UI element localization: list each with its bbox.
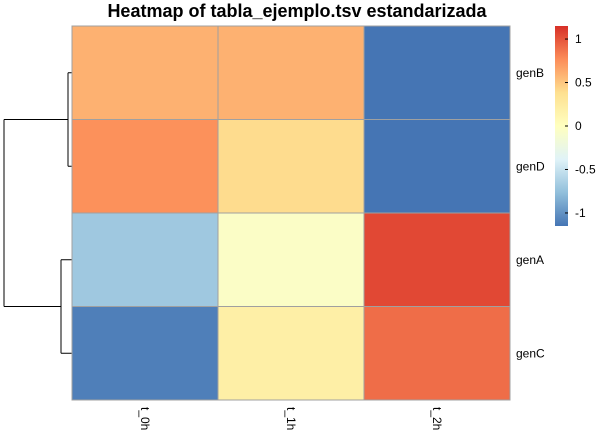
heatmap-cell-genA-t_2h bbox=[363, 212, 511, 307]
row-labels: genB genD genA genC bbox=[516, 66, 545, 361]
colorbar-tick-label: -1 bbox=[575, 206, 586, 220]
row-label-genA: genA bbox=[516, 253, 544, 267]
heatmap-cell-genD-t_1h bbox=[217, 119, 365, 214]
heatmap-cell-genA-t_1h bbox=[217, 212, 365, 307]
column-label-t_1h: t_1h bbox=[284, 407, 298, 430]
colorbar-tick-label: 0.5 bbox=[575, 76, 592, 90]
colorbar-gradient bbox=[555, 26, 568, 226]
colorbar-tick-label: 1 bbox=[575, 32, 582, 46]
heatmap-cell-genC-t_2h bbox=[363, 306, 511, 401]
color-legend: 1 0.5 0 -0.5 -1 bbox=[555, 26, 596, 226]
column-label-t_2h: t_2h bbox=[430, 407, 444, 430]
row-label-genB: genB bbox=[516, 66, 544, 80]
row-label-genD: genD bbox=[516, 159, 545, 173]
heatmap-cell-genB-t_1h bbox=[217, 25, 365, 120]
colorbar-tick-label: 0 bbox=[575, 119, 582, 133]
heatmap-cells bbox=[71, 25, 511, 401]
heatmap-cell-genA-t_0h bbox=[71, 212, 219, 307]
heatmap-cell-genB-t_2h bbox=[363, 25, 511, 120]
heatmap-cell-genD-t_0h bbox=[71, 119, 219, 214]
row-dendrogram bbox=[3, 72, 72, 354]
colorbar-tick-label: -0.5 bbox=[575, 162, 596, 176]
heatmap-cell-genD-t_2h bbox=[363, 119, 511, 214]
heatmap-cell-genB-t_0h bbox=[71, 25, 219, 120]
chart-title: Heatmap of tabla_ejemplo.tsv estandariza… bbox=[107, 1, 487, 21]
heatmap-cell-genC-t_0h bbox=[71, 306, 219, 401]
row-label-genC: genC bbox=[516, 346, 545, 360]
column-labels: t_0h t_1h t_2h bbox=[138, 407, 444, 430]
heatmap-cell-genC-t_1h bbox=[217, 306, 365, 401]
column-label-t_0h: t_0h bbox=[138, 407, 152, 430]
